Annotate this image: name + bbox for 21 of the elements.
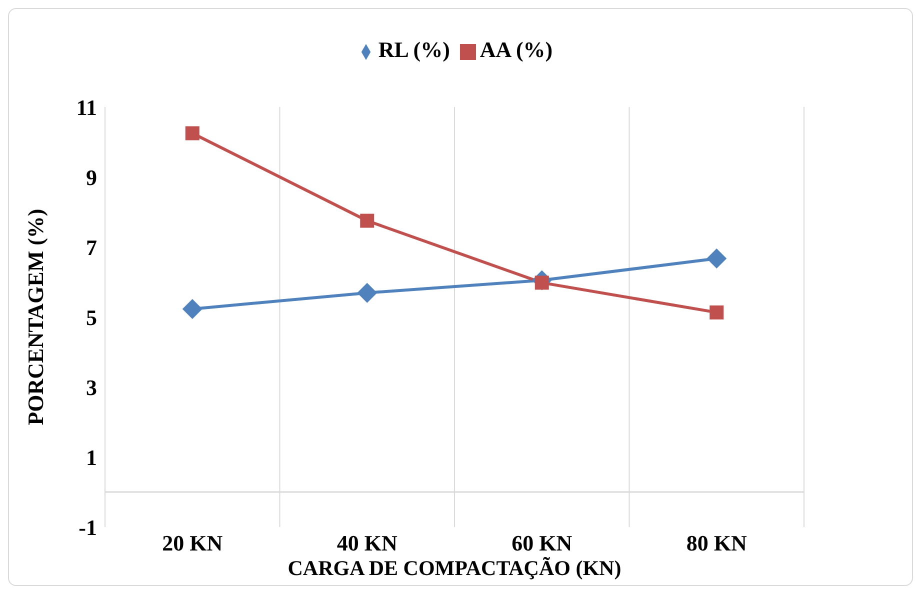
y-tick-label: 7 <box>86 234 97 260</box>
x-tick-label: 80 KN <box>686 530 747 556</box>
x-axis-title: CARGA DE COMPACTAÇÃO (KN) <box>288 556 622 580</box>
y-tick-label: 1 <box>86 444 97 470</box>
point <box>706 248 727 269</box>
y-axis-title: PORCENTAGEM (%) <box>22 208 48 426</box>
point <box>360 214 374 228</box>
y-tick-label: 11 <box>76 94 97 120</box>
point <box>182 298 202 319</box>
point <box>357 282 378 303</box>
point <box>185 126 200 140</box>
x-tick-label: 20 KN <box>162 530 223 556</box>
point <box>710 305 724 320</box>
x-tick-label: 60 KN <box>512 530 572 556</box>
y-tick-label: 3 <box>86 374 97 400</box>
legend-label: AA (%) <box>480 37 553 62</box>
y-tick-label: 5 <box>86 304 97 330</box>
y-tick-label: -1 <box>78 514 97 540</box>
legend-label: RL (%) <box>378 37 450 62</box>
y-tick-label: 9 <box>86 164 97 190</box>
x-tick-label: 40 KN <box>336 530 398 556</box>
